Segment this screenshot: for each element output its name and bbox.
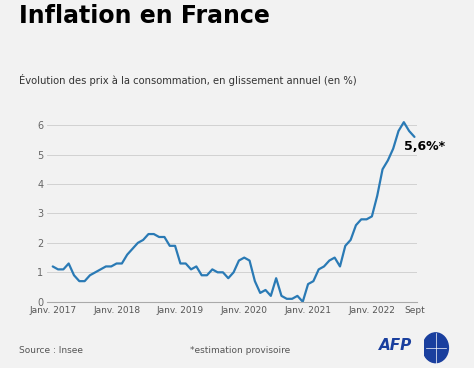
Circle shape <box>423 333 448 363</box>
Text: Évolution des prix à la consommation, en glissement annuel (en %): Évolution des prix à la consommation, en… <box>19 74 356 86</box>
Text: Inflation en France: Inflation en France <box>19 4 270 28</box>
Text: Source : Insee: Source : Insee <box>19 346 83 355</box>
Text: AFP: AFP <box>379 337 412 353</box>
Text: 5,6%*: 5,6%* <box>404 140 445 153</box>
Text: *estimation provisoire: *estimation provisoire <box>190 346 290 355</box>
